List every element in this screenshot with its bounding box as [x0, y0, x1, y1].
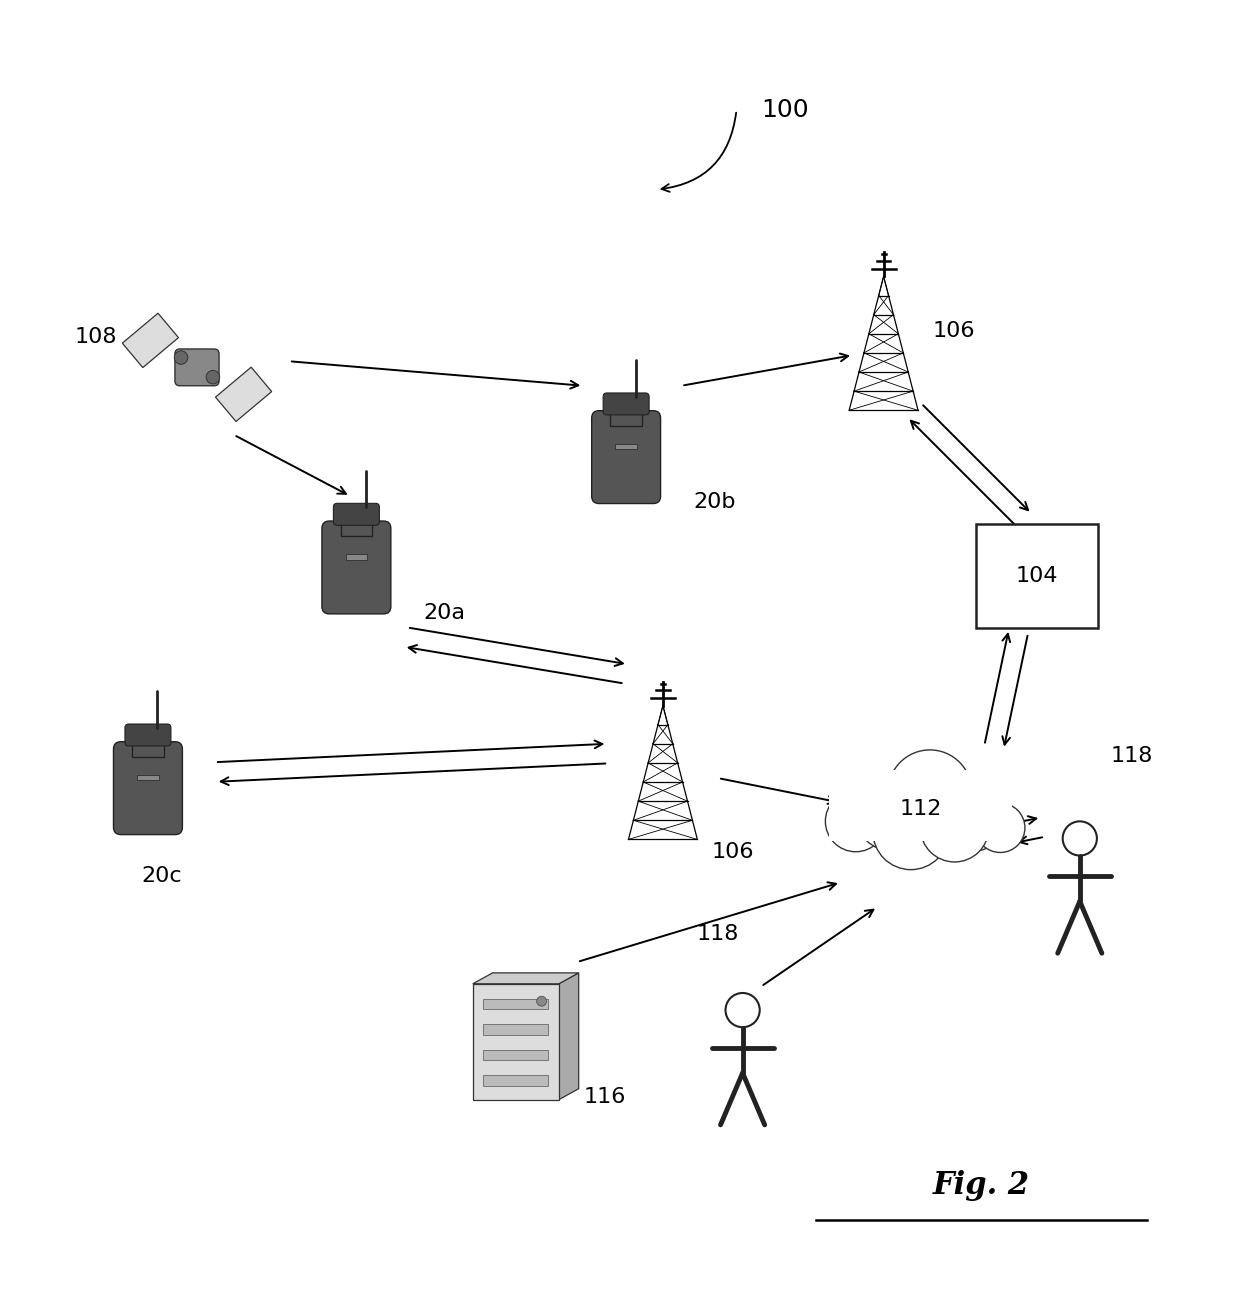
Bar	[123, 313, 179, 367]
FancyBboxPatch shape	[603, 393, 649, 414]
Circle shape	[537, 996, 547, 1006]
Circle shape	[873, 793, 949, 869]
Circle shape	[941, 787, 1006, 851]
Polygon shape	[559, 973, 579, 1100]
Text: 118: 118	[697, 924, 739, 944]
Text: 20a: 20a	[424, 603, 466, 623]
Text: 20c: 20c	[141, 867, 182, 886]
Text: 108: 108	[74, 326, 118, 346]
FancyBboxPatch shape	[322, 520, 391, 614]
Circle shape	[976, 804, 1025, 852]
Circle shape	[888, 750, 972, 834]
Bar	[138, 775, 159, 780]
Text: 106: 106	[932, 321, 975, 341]
FancyBboxPatch shape	[125, 724, 171, 746]
Circle shape	[920, 793, 988, 861]
Bar	[484, 1050, 548, 1061]
Bar	[610, 397, 642, 426]
Bar	[216, 367, 272, 422]
FancyBboxPatch shape	[175, 349, 219, 385]
FancyBboxPatch shape	[334, 503, 379, 526]
Text: 116: 116	[583, 1087, 626, 1106]
Polygon shape	[472, 973, 579, 983]
Bar	[976, 523, 1099, 628]
Text: 118: 118	[1111, 746, 1153, 766]
Text: Fig. 2: Fig. 2	[934, 1169, 1030, 1201]
Bar	[484, 1075, 548, 1086]
Circle shape	[725, 992, 760, 1028]
Circle shape	[1063, 821, 1097, 856]
Bar	[484, 1024, 548, 1034]
FancyBboxPatch shape	[114, 742, 182, 835]
Circle shape	[826, 791, 887, 852]
Text: 20b: 20b	[693, 492, 737, 513]
Bar	[133, 728, 164, 756]
Text: 112: 112	[899, 798, 941, 819]
FancyBboxPatch shape	[591, 410, 661, 503]
Bar	[341, 507, 372, 536]
Text: 104: 104	[1016, 566, 1058, 586]
Text: 100: 100	[761, 98, 808, 122]
Bar	[615, 444, 637, 450]
Bar	[484, 999, 548, 1009]
Circle shape	[206, 371, 219, 384]
Bar	[346, 555, 367, 560]
Circle shape	[856, 779, 928, 851]
Text: 106: 106	[712, 842, 754, 861]
Bar	[472, 983, 559, 1100]
Circle shape	[175, 351, 187, 364]
Bar	[830, 770, 1012, 840]
